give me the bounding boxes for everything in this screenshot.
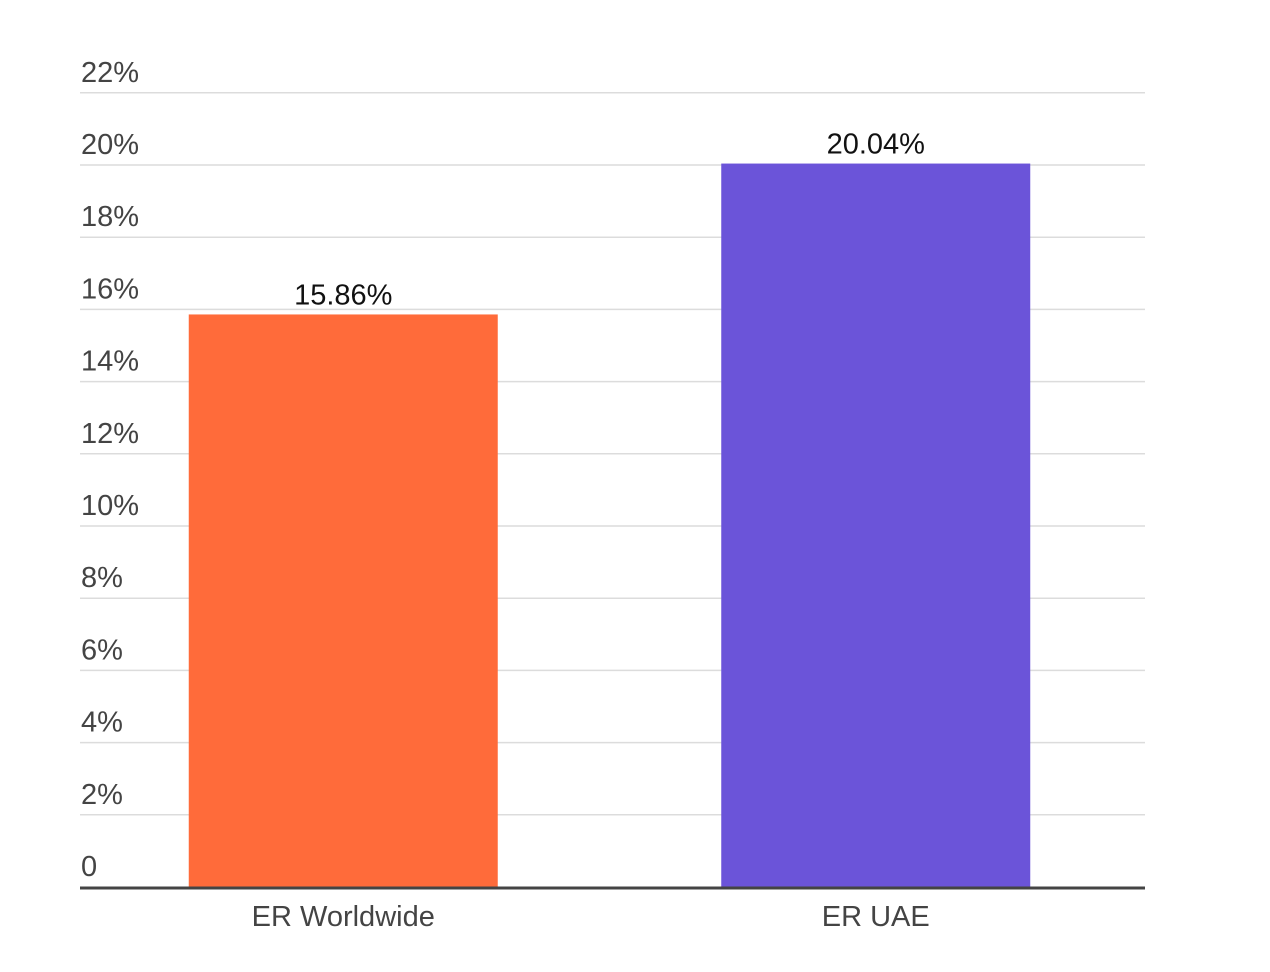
y-tick-label: 16%: [81, 273, 139, 305]
y-tick-label: 20%: [81, 129, 139, 161]
y-axis-ticks: 0 2% 4% 6% 8% 10% 12% 14% 16% 18% 20% 22%: [81, 57, 139, 883]
y-tick-label: 22%: [81, 57, 139, 89]
x-tick-label: ER UAE: [822, 901, 930, 933]
data-labels: 15.86% 20.04%: [294, 129, 925, 312]
y-tick-label: 0: [81, 851, 97, 883]
y-tick-label: 2%: [81, 779, 123, 811]
y-tick-label: 8%: [81, 562, 123, 594]
y-tick-label: 10%: [81, 490, 139, 522]
data-label: 20.04%: [827, 129, 925, 161]
x-tick-label: ER Worldwide: [252, 901, 435, 933]
data-label: 15.86%: [294, 279, 392, 311]
y-tick-label: 14%: [81, 346, 139, 378]
y-tick-label: 6%: [81, 634, 123, 666]
bar-1: [721, 163, 1031, 887]
bars: [188, 163, 1031, 888]
x-axis-ticks: ER Worldwide ER UAE: [252, 901, 930, 933]
bar-0: [188, 314, 498, 888]
y-tick-label: 4%: [81, 707, 123, 739]
y-tick-label: 18%: [81, 201, 139, 233]
y-tick-label: 12%: [81, 418, 139, 450]
